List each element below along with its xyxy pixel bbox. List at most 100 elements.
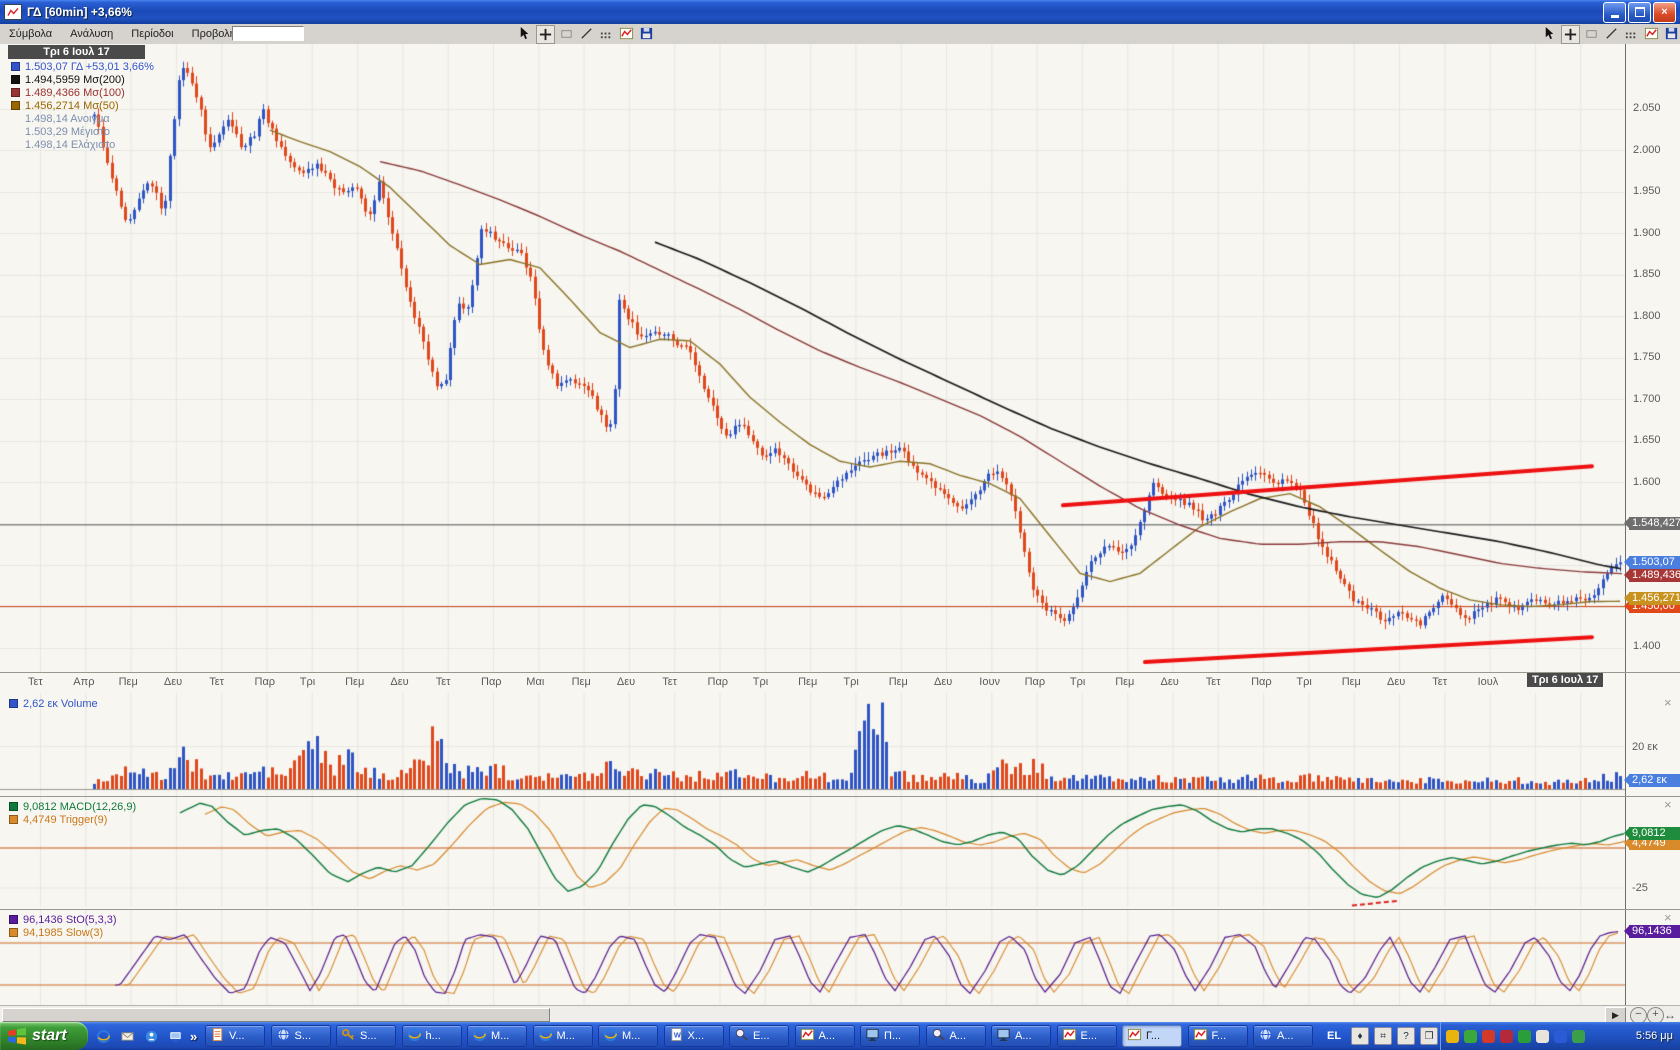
language-indicator[interactable]: EL [1327, 1030, 1342, 1042]
x-axis-label: Ιουλ [1477, 676, 1499, 688]
tray-alert-icon[interactable] [1482, 1029, 1495, 1043]
x-axis-label: Τετ [1432, 676, 1448, 688]
tray-users-icon[interactable] [1464, 1029, 1477, 1043]
x-axis-label: Πεμ [1341, 676, 1361, 688]
task-button-17[interactable]: A... [1253, 1025, 1313, 1047]
horizontal-resize-icon[interactable]: ↔ [1664, 1008, 1676, 1022]
tool-trendline-icon[interactable] [578, 25, 595, 42]
macd-chart-canvas[interactable] [0, 797, 1625, 907]
y-axis-tick: 1.400 [1633, 640, 1661, 652]
tool-grid-icon[interactable] [598, 25, 615, 42]
tool-crosshair-icon[interactable] [1561, 25, 1580, 44]
tool-cursor-icon[interactable] [1541, 25, 1558, 42]
task-button-14[interactable]: E... [1056, 1025, 1117, 1047]
task-button-label: S... [360, 1030, 377, 1042]
task-button-9[interactable]: E... [729, 1025, 789, 1047]
volume-panel-close-icon[interactable]: × [1664, 695, 1672, 710]
start-button[interactable]: start [0, 1022, 88, 1050]
task-button-11[interactable]: Π... [860, 1025, 920, 1047]
macd-legend-row: 4,4749 Trigger(9) [6, 813, 136, 826]
task-button-5[interactable]: M... [467, 1025, 527, 1047]
task-button-13[interactable]: A... [991, 1025, 1051, 1047]
tool-crosshair-icon[interactable] [536, 25, 555, 44]
quick-launch-msn-icon[interactable] [142, 1027, 160, 1045]
tool-rectangle-icon[interactable] [558, 25, 575, 42]
price-legend-text: 1.494,5959 Μσ(200) [25, 73, 125, 86]
task-button-1[interactable]: V... [205, 1025, 265, 1047]
tray-shield-icon[interactable] [1446, 1029, 1459, 1043]
menu-4[interactable]: Προβολή [191, 28, 236, 40]
legend-color-swatch [9, 915, 18, 924]
restore-button[interactable] [1628, 1, 1651, 23]
x-axis-label: Παρ [481, 676, 502, 688]
x-axis-label: Τρι [752, 676, 769, 688]
task-button-6[interactable]: M... [532, 1025, 593, 1047]
price-legend-row: 1.503,07 ΓΔ +53,01 3,66% [8, 60, 154, 73]
tray-heart-icon[interactable] [1500, 1029, 1513, 1043]
tray-doc-icon[interactable] [1536, 1029, 1549, 1043]
tray-ring-icon[interactable] [1518, 1029, 1531, 1043]
macd-legend: 9,0812 MACD(12,26,9) 4,4749 Trigger(9) [6, 800, 136, 826]
task-button-10[interactable]: A... [794, 1025, 855, 1047]
taskbar: start » V... S... S... h... M... M... M... W X..… [0, 1022, 1680, 1050]
y-axis-tick: 1.750 [1633, 351, 1661, 363]
ie-icon [538, 1027, 553, 1045]
menu-1[interactable]: Σύμβολα [9, 28, 53, 40]
task-button-2[interactable]: S... [270, 1025, 331, 1047]
task-button-label: M... [491, 1030, 510, 1042]
language-bar-options-icon[interactable]: ▼ [1430, 1036, 1439, 1046]
monitor-icon [996, 1027, 1011, 1045]
task-button-label: E... [753, 1030, 770, 1042]
task-button-15[interactable]: Γ... [1122, 1025, 1182, 1047]
task-button-8[interactable]: W X... [663, 1025, 724, 1047]
start-label: start [32, 1027, 67, 1044]
quick-launch-overflow-icon[interactable]: » [190, 1028, 198, 1044]
tray-eye-icon[interactable] [1572, 1029, 1585, 1043]
symbol-input[interactable] [232, 26, 304, 41]
y-axis-tick: 2.000 [1633, 144, 1661, 156]
quick-launch-desktop-icon[interactable] [166, 1027, 184, 1045]
x-axis-label: Δευ [390, 676, 409, 688]
tray-update-icon[interactable] [1554, 1029, 1567, 1043]
task-button-7[interactable]: M... [598, 1025, 658, 1047]
microphone-icon[interactable]: ♦ [1351, 1027, 1370, 1045]
price-legend-row: 1.498,14 Ανοιγμα [8, 112, 154, 125]
task-button-12[interactable]: A... [925, 1025, 986, 1047]
x-axis-label: Πεμ [888, 676, 908, 688]
macd-badge: 9,0812 [1624, 827, 1680, 840]
scrollbar-thumb[interactable] [2, 1008, 550, 1022]
task-button-label: X... [687, 1030, 705, 1042]
scroll-right-button[interactable]: ▶ [1605, 1007, 1626, 1023]
menu-3[interactable]: Περίοδοι [131, 28, 174, 40]
volume-chart-canvas[interactable] [0, 693, 1625, 796]
restore-toolbar-icon[interactable]: ❒ [1420, 1027, 1439, 1045]
y-axis-tick: 1.650 [1633, 434, 1661, 446]
task-button-16[interactable]: F... [1187, 1025, 1248, 1047]
task-button-label: A... [818, 1030, 836, 1042]
taskbar-clock: 5:56 μμ [1635, 1030, 1673, 1042]
tool-trendline-icon[interactable] [1603, 25, 1620, 42]
quick-launch-ie-icon[interactable] [94, 1027, 112, 1045]
tool-save-icon[interactable] [638, 25, 655, 42]
stochastic-chart-canvas[interactable] [0, 910, 1625, 1005]
price-legend-row: 1.498,14 Ελάχιστο [8, 138, 154, 151]
y-axis-tick: 1.800 [1633, 310, 1661, 322]
minimize-button[interactable] [1603, 1, 1626, 23]
price-chart-canvas[interactable] [0, 44, 1625, 672]
macd-panel-close-icon[interactable]: × [1664, 797, 1672, 812]
task-button-4[interactable]: h... [401, 1025, 462, 1047]
stochastic-panel-close-icon[interactable]: × [1664, 910, 1672, 925]
tool-rectangle-icon[interactable] [1583, 25, 1600, 42]
task-button-3[interactable]: S... [336, 1025, 396, 1047]
tool-chart-icon[interactable] [618, 25, 635, 42]
tool-cursor-icon[interactable] [516, 25, 533, 42]
keyboard-icon[interactable]: ⌗ [1374, 1027, 1393, 1045]
menu-2[interactable]: Ανάλυση [70, 28, 114, 40]
tool-chart-icon[interactable] [1643, 25, 1660, 42]
help-icon[interactable]: ? [1397, 1027, 1416, 1045]
tool-grid-icon[interactable] [1623, 25, 1640, 42]
close-button[interactable]: × [1653, 1, 1676, 23]
task-button-label: M... [556, 1030, 575, 1042]
quick-launch-mail-icon[interactable] [118, 1027, 136, 1045]
tool-save-icon[interactable] [1663, 25, 1680, 42]
